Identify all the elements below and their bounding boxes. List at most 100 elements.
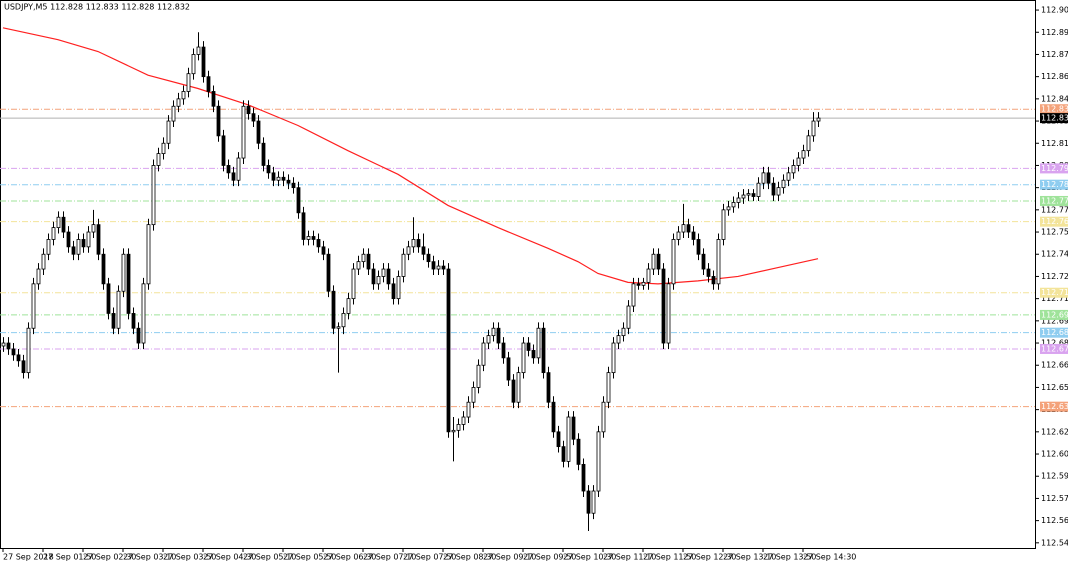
x-tick-label: 27 Sep 03:50: [163, 553, 216, 562]
candle-body: [31, 283, 36, 329]
candle-body: [571, 416, 576, 440]
y-tick-label: 112.680: [1041, 339, 1068, 348]
candle-body: [421, 246, 426, 255]
candle-body: [291, 182, 296, 189]
candle-body: [566, 416, 571, 462]
candle-body: [816, 117, 821, 122]
candle-body: [756, 182, 761, 197]
candle-body: [611, 342, 616, 374]
candle-body: [356, 261, 361, 270]
candle-body: [131, 313, 136, 329]
candle-body: [96, 224, 101, 255]
candle-body: [186, 73, 191, 92]
candle-body: [386, 268, 391, 285]
candle-body: [326, 253, 331, 292]
candle-body: [546, 372, 551, 403]
candle-body: [61, 216, 66, 233]
candle-body: [341, 313, 346, 328]
last-price-label: 112.832: [1041, 114, 1068, 123]
candle-body: [551, 401, 556, 433]
candle-body: [106, 283, 111, 314]
candle-body: [416, 239, 421, 248]
y-tick-label: 112.545: [1041, 538, 1068, 547]
candle-body: [121, 253, 126, 292]
level-label: 112.676: [1041, 344, 1068, 353]
candle-body: [511, 379, 516, 403]
candle-body: [236, 157, 241, 181]
x-tick-label: 27 Sep 13:10: [723, 553, 776, 562]
candle-body: [16, 354, 21, 362]
level-label-box: [1040, 343, 1068, 354]
candle-body: [806, 135, 811, 152]
candle-body: [231, 172, 236, 181]
candle-body: [766, 172, 771, 184]
x-tick-label: 27 Sep 05:50: [283, 553, 336, 562]
y-tick-label: 112.590: [1041, 472, 1068, 481]
level-label: 112.838: [1041, 105, 1068, 114]
chart-title: USDJPY,M5 112.828 112.833 112.828 112.83…: [4, 3, 190, 12]
candle-body: [281, 176, 286, 181]
x-tick-label: 27 Sep 09:10: [483, 553, 536, 562]
candle-body: [601, 401, 606, 433]
candle-body: [141, 283, 146, 344]
candle-body: [581, 463, 586, 492]
candle-body: [111, 313, 116, 329]
candle-body: [161, 142, 166, 155]
candle-body: [631, 283, 636, 307]
candle-body: [651, 253, 656, 270]
candle-body: [506, 357, 511, 381]
candle-body: [446, 268, 451, 433]
level-label-box: [1040, 216, 1068, 227]
candle-body: [666, 283, 671, 344]
candle-body: [771, 182, 776, 196]
candle-body: [441, 265, 446, 270]
candle-body: [196, 46, 201, 55]
level-label: 112.714: [1041, 288, 1068, 297]
candle-body: [266, 165, 271, 174]
candle-body: [6, 342, 11, 350]
candle-body: [36, 268, 41, 285]
candle-body: [701, 253, 706, 270]
candle-body: [646, 268, 651, 283]
candle-body: [436, 265, 441, 270]
candle-body: [381, 268, 386, 277]
x-tick-label: 27 Sep 07:10: [363, 553, 416, 562]
candle-body: [746, 193, 751, 196]
candle-body: [726, 206, 731, 211]
x-tick-label: 27 Sep 14:30: [803, 553, 856, 562]
candle-body: [471, 387, 476, 403]
level-label: 112.687: [1041, 328, 1068, 337]
level-label-box: [1040, 327, 1068, 338]
candle-body: [286, 179, 291, 184]
candle-body: [541, 327, 546, 374]
y-tick-label: 112.815: [1041, 139, 1068, 148]
plot-frame: [0, 0, 1036, 549]
candle-body: [681, 224, 686, 233]
candle-body: [621, 327, 626, 337]
candle-body: [476, 364, 481, 388]
candle-body: [366, 253, 371, 270]
candle-body: [676, 231, 681, 240]
candle-body: [321, 246, 326, 255]
y-tick-label: 112.860: [1041, 72, 1068, 81]
level-label: 112.762: [1041, 217, 1068, 226]
candle-body: [781, 179, 786, 189]
y-tick-label: 112.605: [1041, 450, 1068, 459]
x-tick-label: 27 Sep 13:50: [763, 553, 816, 562]
candle-body: [586, 490, 591, 514]
candle-body: [661, 268, 666, 344]
candle-body: [181, 91, 186, 100]
candle-body: [116, 290, 121, 329]
candle-body: [706, 268, 711, 277]
candle-body: [636, 283, 641, 286]
candle-body: [126, 253, 131, 314]
candle-body: [81, 239, 86, 248]
candle-body: [791, 165, 796, 174]
last-price-box: [1040, 113, 1068, 124]
y-tick-label: 112.650: [1041, 383, 1068, 392]
candle-body: [171, 105, 176, 122]
candle-body: [466, 401, 471, 418]
y-tick-label: 112.665: [1041, 361, 1068, 370]
candle-body: [501, 342, 506, 359]
